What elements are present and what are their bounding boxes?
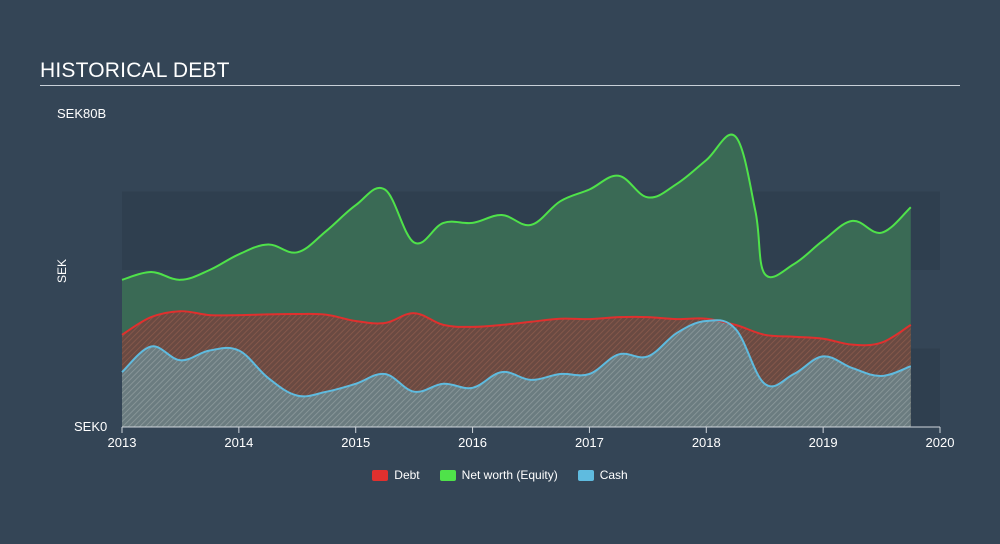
legend-swatch-cash: [577, 469, 594, 481]
x-axis: 2013 2014 2015 2016 2017 2018 2019 2020: [108, 426, 955, 450]
x-tick-label-2016: 2016: [458, 435, 487, 450]
legend-item-net-worth[interactable]: Net worth (Equity): [439, 468, 558, 482]
line-cash: [121, 319, 912, 398]
x-tick-label-2014: 2014: [224, 435, 253, 450]
legend-label-debt: Debt: [394, 468, 420, 482]
x-tick-label-2019: 2019: [809, 435, 838, 450]
x-tick-label-2017: 2017: [575, 435, 604, 450]
legend-swatch-debt: [372, 469, 389, 481]
line-net-worth: [121, 133, 912, 281]
title-divider: [40, 85, 960, 86]
x-tick-label-2018: 2018: [692, 435, 721, 450]
legend-swatch-net-worth: [439, 469, 456, 481]
area-layer: [122, 134, 911, 427]
line-debt: [121, 310, 912, 347]
legend-label-net-worth: Net worth (Equity): [461, 468, 558, 482]
x-tick-label-2013: 2013: [108, 435, 137, 450]
y-tick-label-min: SEK0: [74, 419, 108, 434]
area-cash: [122, 320, 911, 427]
legend-item-cash[interactable]: Cash: [577, 468, 628, 482]
x-tick-label-2015: 2015: [341, 435, 370, 450]
line-layer: [121, 133, 912, 398]
y-tick-label-max: SEK80B: [57, 106, 107, 121]
x-tick-label-2020: 2020: [926, 435, 955, 450]
legend-item-debt[interactable]: Debt: [372, 468, 420, 482]
chart-title: HISTORICAL DEBT: [40, 59, 230, 82]
legend: Debt Net worth (Equity) Cash: [0, 468, 1000, 482]
legend-label-cash: Cash: [599, 468, 628, 482]
